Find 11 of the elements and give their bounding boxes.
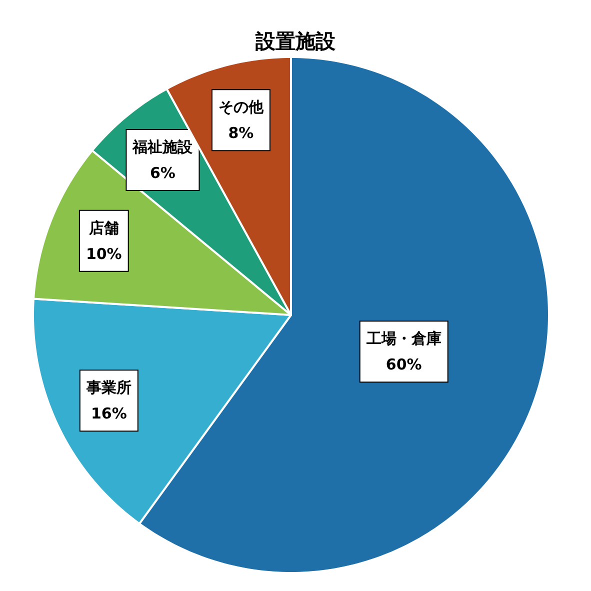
data-label: 16%	[90, 404, 127, 423]
data-label: 8%	[228, 124, 254, 142]
data-label: 6%	[150, 164, 176, 182]
slice-label: その他	[218, 98, 264, 116]
slice-label: 工場・倉庫	[365, 330, 442, 348]
chart-title: 設置施設	[254, 29, 336, 53]
slice-label: 事業所	[85, 378, 132, 397]
data-label: 10%	[86, 244, 122, 263]
data-label: 60%	[386, 356, 422, 374]
slice-label: 福祉施設	[132, 138, 194, 156]
slice-label: 店舗	[88, 218, 119, 237]
